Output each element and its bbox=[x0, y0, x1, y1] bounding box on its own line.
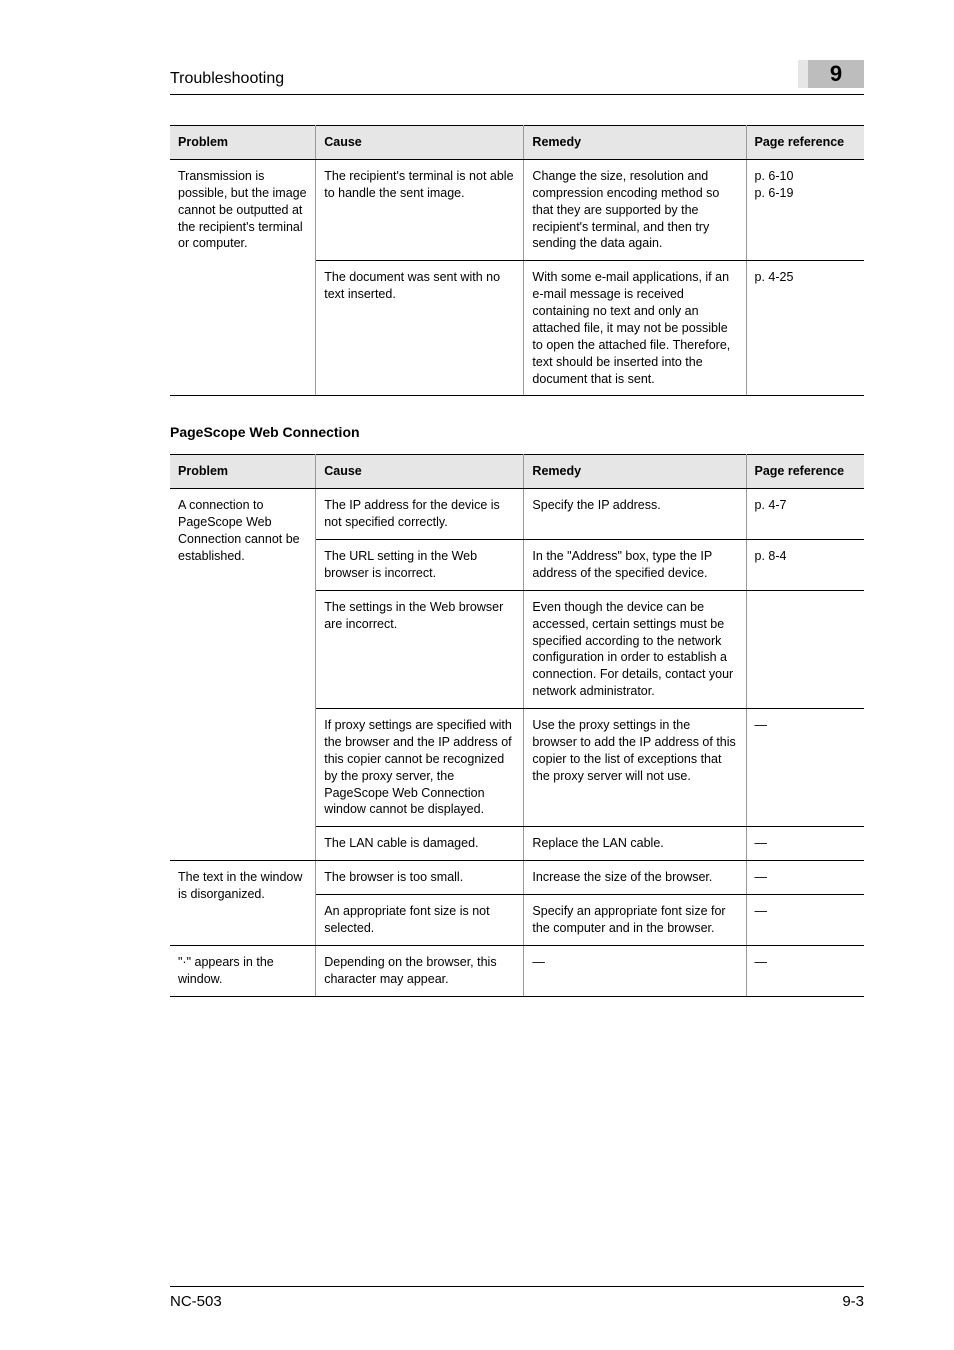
cell-cause: The LAN cable is damaged. bbox=[316, 827, 524, 861]
cell-problem: The text in the window is disorganized. bbox=[170, 861, 316, 946]
table-header-row: Problem Cause Remedy Page reference bbox=[170, 455, 864, 489]
col-header-remedy: Remedy bbox=[524, 455, 746, 489]
cell-remedy: Change the size, resolution and compress… bbox=[524, 159, 746, 260]
cell-cause: The recipient's terminal is not able to … bbox=[316, 159, 524, 260]
cell-cause: The URL setting in the Web browser is in… bbox=[316, 540, 524, 591]
table-row: A connection to PageScope Web Connection… bbox=[170, 489, 864, 540]
cell-problem: Transmission is possible, but the image … bbox=[170, 159, 316, 396]
cell-ref: — bbox=[746, 945, 864, 996]
troubleshooting-table-2: Problem Cause Remedy Page reference A co… bbox=[170, 454, 864, 996]
cell-remedy: Specify the IP address. bbox=[524, 489, 746, 540]
header-title: Troubleshooting bbox=[170, 70, 284, 88]
table-header-row: Problem Cause Remedy Page reference bbox=[170, 126, 864, 160]
col-header-problem: Problem bbox=[170, 126, 316, 160]
cell-remedy: In the "Address" box, type the IP addres… bbox=[524, 540, 746, 591]
section-heading: PageScope Web Connection bbox=[170, 424, 864, 440]
cell-ref: p. 8-4 bbox=[746, 540, 864, 591]
cell-remedy: — bbox=[524, 945, 746, 996]
footer-left: NC-503 bbox=[170, 1293, 222, 1310]
cell-cause: An appropriate font size is not selected… bbox=[316, 895, 524, 946]
troubleshooting-table-1: Problem Cause Remedy Page reference Tran… bbox=[170, 125, 864, 396]
col-header-problem: Problem bbox=[170, 455, 316, 489]
cell-cause: The IP address for the device is not spe… bbox=[316, 489, 524, 540]
cell-remedy: Even though the device can be accessed, … bbox=[524, 590, 746, 708]
col-header-cause: Cause bbox=[316, 455, 524, 489]
cell-cause: The settings in the Web browser are inco… bbox=[316, 590, 524, 708]
cell-cause: If proxy settings are specified with the… bbox=[316, 709, 524, 827]
cell-ref: — bbox=[746, 827, 864, 861]
table-row: Transmission is possible, but the image … bbox=[170, 159, 864, 260]
cell-ref: p. 6-10 p. 6-19 bbox=[746, 159, 864, 260]
cell-remedy: With some e-mail applications, if an e-m… bbox=[524, 261, 746, 396]
col-header-remedy: Remedy bbox=[524, 126, 746, 160]
chapter-number-box: 9 bbox=[808, 60, 864, 88]
cell-ref bbox=[746, 590, 864, 708]
page-root: Troubleshooting 9 Problem Cause Remedy P… bbox=[0, 0, 954, 1350]
table-row: "·" appears in the window. Depending on … bbox=[170, 945, 864, 996]
cell-problem: A connection to PageScope Web Connection… bbox=[170, 489, 316, 861]
cell-ref: — bbox=[746, 895, 864, 946]
cell-ref: — bbox=[746, 861, 864, 895]
cell-ref: p. 4-7 bbox=[746, 489, 864, 540]
cell-remedy: Specify an appropriate font size for the… bbox=[524, 895, 746, 946]
cell-cause: The browser is too small. bbox=[316, 861, 524, 895]
header-rule bbox=[170, 94, 864, 95]
cell-ref: — bbox=[746, 709, 864, 827]
cell-remedy: Use the proxy settings in the browser to… bbox=[524, 709, 746, 827]
chapter-number: 9 bbox=[830, 61, 842, 87]
col-header-ref: Page reference bbox=[746, 126, 864, 160]
cell-remedy: Replace the LAN cable. bbox=[524, 827, 746, 861]
cell-remedy: Increase the size of the browser. bbox=[524, 861, 746, 895]
footer-right: 9-3 bbox=[842, 1293, 864, 1310]
col-header-cause: Cause bbox=[316, 126, 524, 160]
cell-problem: "·" appears in the window. bbox=[170, 945, 316, 996]
footer: NC-503 9-3 bbox=[170, 1286, 864, 1310]
table-row: The text in the window is disorganized. … bbox=[170, 861, 864, 895]
col-header-ref: Page reference bbox=[746, 455, 864, 489]
header: Troubleshooting 9 bbox=[170, 60, 864, 88]
cell-cause: The document was sent with no text inser… bbox=[316, 261, 524, 396]
cell-cause: Depending on the browser, this character… bbox=[316, 945, 524, 996]
cell-ref: p. 4-25 bbox=[746, 261, 864, 396]
